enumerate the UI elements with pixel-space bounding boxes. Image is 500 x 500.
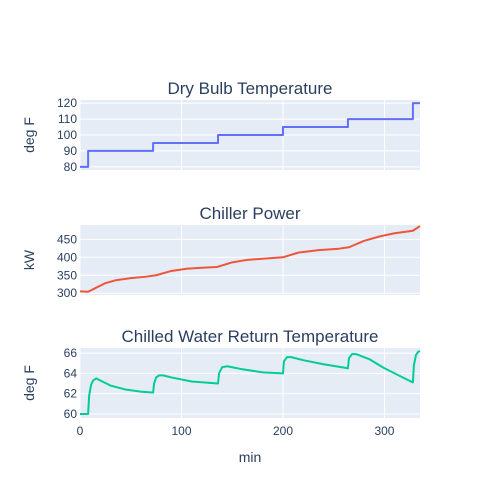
- x-axis-label: min: [239, 449, 262, 465]
- y-tick-label: 62: [64, 387, 78, 401]
- subplot-1: 80 90 100 110 120 Dry Bulb Temperature deg F: [21, 79, 420, 174]
- y-tick-label: 66: [64, 346, 78, 360]
- y-tick-label: 64: [64, 366, 78, 380]
- x-tick-label: 300: [374, 424, 394, 438]
- y-tick-label: 450: [57, 232, 77, 246]
- y-tick-label: 60: [64, 407, 78, 421]
- y-tick-label: 120: [57, 96, 77, 110]
- x-tick-label: 0: [77, 424, 84, 438]
- x-tick-label: 100: [171, 424, 191, 438]
- subplot-title: Chiller Power: [199, 204, 300, 223]
- y-axis-label: kW: [21, 249, 37, 270]
- y-tick-label: 90: [64, 144, 78, 158]
- y-tick-label: 350: [57, 268, 77, 282]
- plot-area: [80, 348, 420, 418]
- subplot-3: 60 62 64 66 Chilled Water Return Temperature…: [21, 327, 421, 465]
- subplot-title: Chilled Water Return Temperature: [121, 327, 378, 346]
- x-tick-label: 200: [273, 424, 293, 438]
- series-line: [79, 225, 421, 293]
- subplot-title: Dry Bulb Temperature: [167, 79, 332, 98]
- y-tick-label: 110: [58, 112, 77, 126]
- y-tick-label: 300: [57, 286, 77, 300]
- y-axis-label: deg F: [21, 117, 37, 153]
- subplot-2: 300 350 400 450 Chiller Power kW: [21, 204, 421, 300]
- series-line: [80, 350, 421, 415]
- series-line: [80, 102, 420, 168]
- y-tick-label: 80: [64, 160, 78, 174]
- y-tick-label: 400: [57, 250, 77, 264]
- y-tick-label: 100: [57, 128, 77, 142]
- y-axis-label: deg F: [21, 365, 37, 401]
